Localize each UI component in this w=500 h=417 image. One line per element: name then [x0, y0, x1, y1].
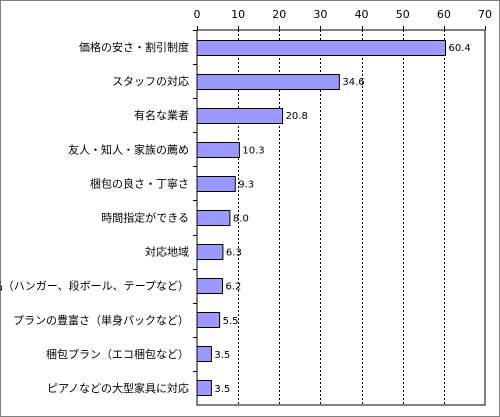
data-label: 60.4 [449, 43, 471, 54]
category-label: 友人・知人・家族の薦め [68, 142, 189, 156]
category-label: 梱包の良さ・丁寧さ [90, 176, 189, 190]
bar [196, 40, 447, 56]
x-tick-label: 40 [355, 8, 369, 21]
bar [196, 278, 224, 294]
x-tick-label: 50 [396, 8, 410, 21]
bar [196, 244, 224, 260]
bar [196, 312, 221, 328]
x-tick-label: 20 [272, 8, 286, 21]
bar [196, 176, 236, 192]
category-label: 価格の安さ・割引制度 [79, 40, 189, 54]
category-label: スタッフの対応 [112, 74, 189, 88]
data-label: 9.3 [238, 179, 254, 190]
category-label: プランの豊富さ（単身パックなど） [13, 313, 189, 327]
x-tick-label: 0 [194, 8, 201, 21]
category-label: 対応地域 [145, 245, 189, 259]
bar [196, 210, 231, 226]
bar [196, 346, 212, 362]
category-label: 付帯品（ハンガー、段ボール、テープなど） [0, 279, 189, 293]
data-label: 3.5 [214, 350, 230, 361]
data-label: 6.2 [226, 282, 242, 293]
category-label: 時間指定ができる [101, 211, 189, 225]
bar [196, 74, 340, 90]
data-label: 34.6 [342, 77, 364, 88]
x-tick-label: 30 [313, 8, 327, 21]
data-label: 5.5 [223, 316, 239, 327]
x-tick-label: 70 [478, 8, 492, 21]
data-label: 20.8 [286, 111, 308, 122]
category-label: ピアノなどの大型家具に対応 [47, 381, 189, 395]
bar [196, 142, 240, 158]
bar [196, 108, 284, 124]
data-label: 6.3 [226, 248, 242, 259]
data-label: 3.5 [214, 384, 230, 395]
category-label: 有名な業者 [134, 108, 189, 122]
x-tick-label: 60 [437, 8, 451, 21]
data-label: 8.0 [233, 214, 249, 225]
category-label: 梱包プラン（エコ梱包など） [46, 347, 189, 361]
plot-area [196, 29, 486, 406]
x-tick-label: 10 [231, 8, 245, 21]
data-label: 10.3 [242, 145, 264, 156]
bar [196, 380, 212, 396]
